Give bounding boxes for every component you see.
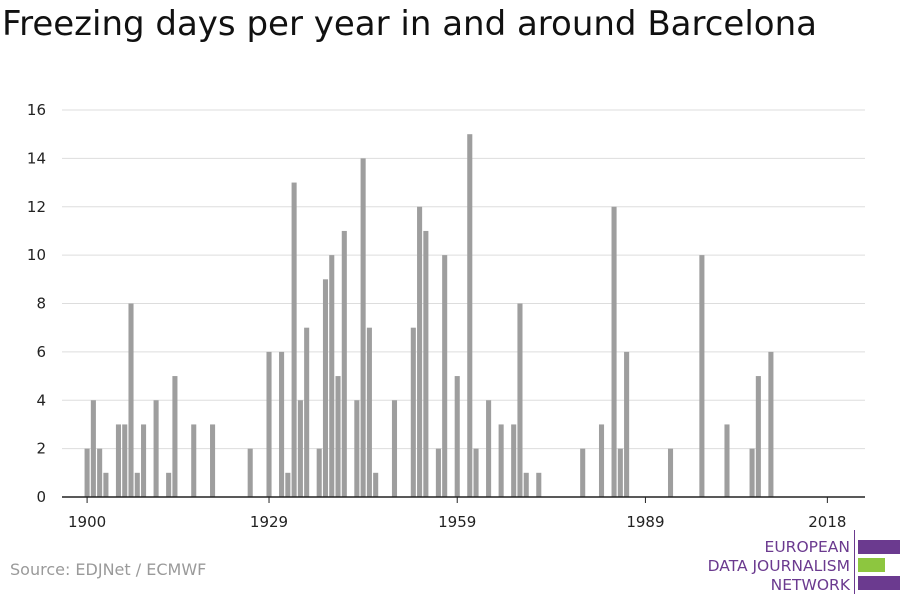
bar <box>97 448 103 497</box>
bar <box>316 448 322 497</box>
y-tick-label: 12 <box>27 198 46 216</box>
logo-line-2: DATA JOURNALISM <box>707 557 850 575</box>
bar <box>153 400 159 497</box>
bar <box>304 327 310 497</box>
x-axis: 1900 1929 1959 1989 2018 <box>62 496 865 531</box>
edjnet-logo: EUROPEAN DATA JOURNALISM NETWORK <box>700 530 900 600</box>
bar <box>580 448 586 497</box>
bar <box>335 376 341 497</box>
bar <box>517 303 523 497</box>
bar <box>611 206 617 497</box>
bar <box>297 400 303 497</box>
bar <box>410 327 416 497</box>
bar <box>699 255 705 497</box>
bar <box>749 448 755 497</box>
bar <box>115 424 121 497</box>
logo-bar-purple-2 <box>858 576 900 590</box>
bar <box>391 400 398 497</box>
y-tick-labels: 0 2 4 6 8 10 12 14 16 <box>27 101 46 506</box>
bar <box>536 472 542 497</box>
bar <box>366 327 372 497</box>
bar <box>667 448 674 497</box>
bar <box>141 424 147 497</box>
bar <box>467 134 473 497</box>
bar <box>285 472 291 497</box>
bar <box>511 424 517 497</box>
bar <box>341 230 347 497</box>
x-tick-label: 1989 <box>626 513 664 531</box>
y-tick-label: 10 <box>27 246 46 264</box>
y-tick-label: 14 <box>27 149 46 167</box>
y-tick-label: 2 <box>36 440 46 458</box>
bar <box>128 303 134 497</box>
chart-title: Freezing days per year in and around Bar… <box>2 4 817 44</box>
bar <box>84 448 90 497</box>
bar <box>435 448 441 497</box>
y-tick-label: 6 <box>36 343 46 361</box>
y-tick-label: 4 <box>36 391 46 409</box>
bar <box>473 448 479 497</box>
logo-divider <box>854 530 855 594</box>
y-tick-label: 16 <box>27 101 46 119</box>
x-tick-label: 1959 <box>438 513 476 531</box>
bar <box>90 400 96 497</box>
bar <box>724 424 730 497</box>
bar <box>360 158 366 497</box>
bar <box>172 376 178 497</box>
bars <box>84 134 774 497</box>
bar <box>768 351 774 497</box>
bar <box>617 448 623 497</box>
bar <box>191 424 197 497</box>
bar <box>755 376 761 497</box>
bar <box>322 279 329 497</box>
bar <box>134 472 140 497</box>
bar <box>454 376 460 497</box>
logo-bar-green <box>858 558 885 572</box>
bar <box>373 472 379 497</box>
bar <box>210 424 216 497</box>
bar <box>247 448 253 497</box>
source-note: Source: EDJNet / ECMWF <box>10 560 207 579</box>
bar <box>166 472 172 497</box>
bar <box>442 255 448 497</box>
x-tick-label: 2018 <box>808 513 846 531</box>
bar <box>122 424 128 497</box>
bar <box>417 206 423 497</box>
bar <box>498 424 504 497</box>
bar <box>266 351 272 497</box>
bar <box>523 472 529 497</box>
bar <box>486 400 492 497</box>
bar <box>103 472 109 497</box>
bar <box>423 230 429 497</box>
y-tick-label: 0 <box>36 488 46 506</box>
y-tick-label: 8 <box>36 295 46 313</box>
logo-line-1: EUROPEAN <box>764 538 850 556</box>
logo-line-3: NETWORK <box>770 576 850 594</box>
bar <box>354 400 360 497</box>
gridlines <box>62 109 865 450</box>
logo-bar-purple-1 <box>858 540 900 554</box>
x-tick-label: 1929 <box>250 513 288 531</box>
bar <box>291 182 297 497</box>
bar <box>598 424 605 497</box>
bar <box>624 351 630 497</box>
bar <box>279 351 285 497</box>
x-tick-label: 1900 <box>68 513 106 531</box>
bar <box>329 255 335 497</box>
